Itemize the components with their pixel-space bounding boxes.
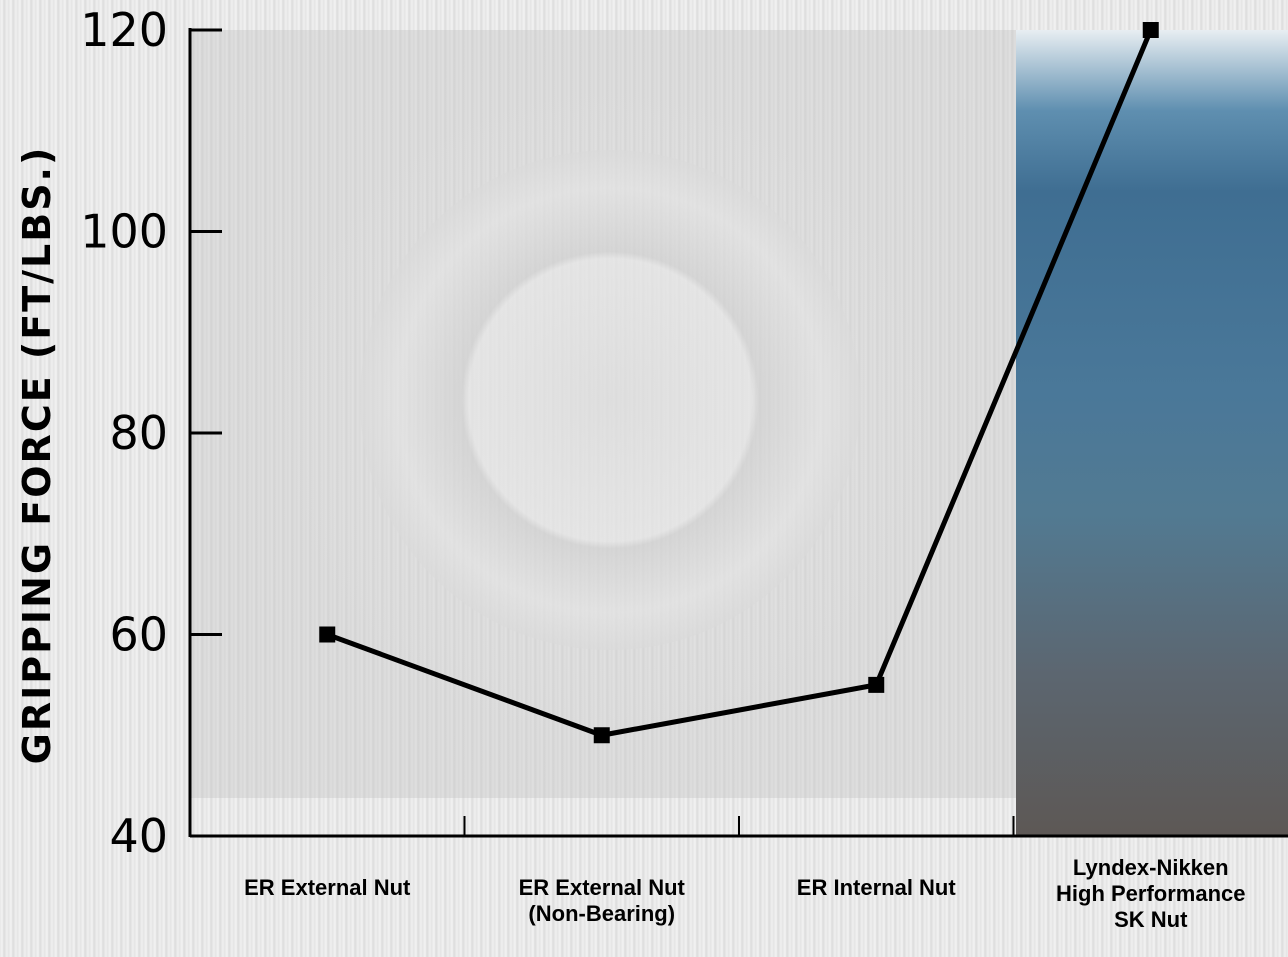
x-category-label: Lyndex-Nikken High Performance SK Nut xyxy=(1056,855,1246,932)
data-point-marker xyxy=(868,676,885,693)
y-tick-label: 120 xyxy=(80,3,168,57)
torque-gauge-dial-image xyxy=(360,150,860,650)
series xyxy=(319,22,1159,744)
highlight-panel xyxy=(1016,30,1288,836)
y-axis-ticks: 40 60 80 100 120 xyxy=(80,3,222,863)
y-tick-label: 100 xyxy=(80,205,168,259)
x-category-label-line: SK Nut xyxy=(1114,907,1188,932)
data-point-marker xyxy=(1142,22,1159,38)
x-category-label-line: High Performance xyxy=(1056,881,1246,906)
x-category-label-line: ER External Nut xyxy=(244,875,411,900)
x-axis-categories: ER External Nut ER External Nut (Non-Beari… xyxy=(244,816,1246,932)
x-category-label: ER Internal Nut xyxy=(797,875,957,900)
data-point-marker xyxy=(593,727,610,744)
y-tick-label: 40 xyxy=(109,809,168,863)
x-category-label-line: Lyndex-Nikken xyxy=(1073,855,1229,880)
y-tick-label: 60 xyxy=(109,608,168,662)
y-tick-label: 80 xyxy=(109,406,168,460)
x-category-label-line: ER External Nut xyxy=(519,875,686,900)
x-category-label-line: (Non-Bearing) xyxy=(528,901,675,926)
axes xyxy=(188,28,1288,838)
data-point-marker xyxy=(319,626,336,643)
x-category-label-line: ER Internal Nut xyxy=(797,875,957,900)
x-category-label: ER External Nut (Non-Bearing) xyxy=(519,875,686,926)
series-line xyxy=(326,29,1154,738)
x-category-label: ER External Nut xyxy=(244,875,411,900)
y-axis-label: GRIPPING FORCE (FT/LBS.) xyxy=(15,146,59,765)
